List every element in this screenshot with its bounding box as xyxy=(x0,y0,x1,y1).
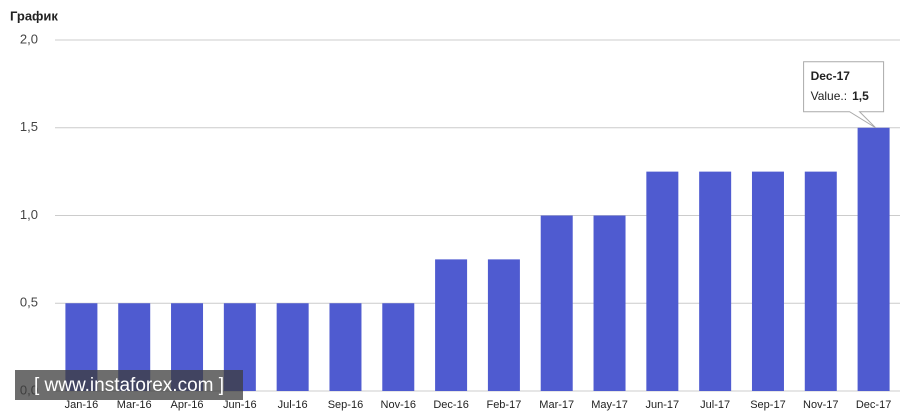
y-tick-label: 1,0 xyxy=(20,207,38,222)
bar xyxy=(382,303,415,391)
x-tick-label: Dec-16 xyxy=(433,399,468,411)
bar xyxy=(593,215,626,391)
bar xyxy=(699,171,732,391)
watermark-text: [ www.instaforex.com ] xyxy=(34,375,224,396)
x-tick-label: Jul-17 xyxy=(700,399,730,411)
bar xyxy=(804,171,837,391)
bar xyxy=(646,171,679,391)
bar xyxy=(857,127,890,391)
tooltip-value: 1,5 xyxy=(852,89,869,103)
x-tick-label: Nov-16 xyxy=(381,399,416,411)
tooltip-title: Dec-17 xyxy=(811,69,851,83)
bar xyxy=(276,303,309,391)
y-tick-label: 2,0 xyxy=(20,31,38,46)
x-tick-label: Mar-16 xyxy=(117,399,152,411)
x-tick-label: Jan-16 xyxy=(65,399,99,411)
x-tick-label: Nov-17 xyxy=(803,399,838,411)
x-tick-label: Sep-16 xyxy=(328,399,363,411)
bar xyxy=(329,303,362,391)
y-tick-label: 0,5 xyxy=(20,295,38,310)
bar xyxy=(751,171,784,391)
bar xyxy=(435,259,468,391)
tooltip: Dec-17 Value.: 1,5 xyxy=(803,61,885,129)
bar xyxy=(487,259,520,391)
x-tick-label: Feb-17 xyxy=(486,399,521,411)
x-tick-label: Jul-16 xyxy=(278,399,308,411)
x-tick-label: Jun-16 xyxy=(223,399,257,411)
x-tick-label: Mar-17 xyxy=(539,399,574,411)
chart-title: График xyxy=(10,8,58,23)
x-tick-label: Apr-16 xyxy=(171,399,204,411)
watermark: [ www.instaforex.com ] xyxy=(15,370,243,400)
bar xyxy=(540,215,573,391)
x-tick-label: Sep-17 xyxy=(750,399,785,411)
tooltip-label: Value.: xyxy=(811,89,847,103)
x-tick-label: May-17 xyxy=(591,399,628,411)
tooltip-box xyxy=(803,61,885,129)
x-tick-label: Jun-17 xyxy=(646,399,680,411)
x-tick-label: Dec-17 xyxy=(856,399,891,411)
y-tick-label: 1,5 xyxy=(20,119,38,134)
watermark-box xyxy=(15,370,243,400)
